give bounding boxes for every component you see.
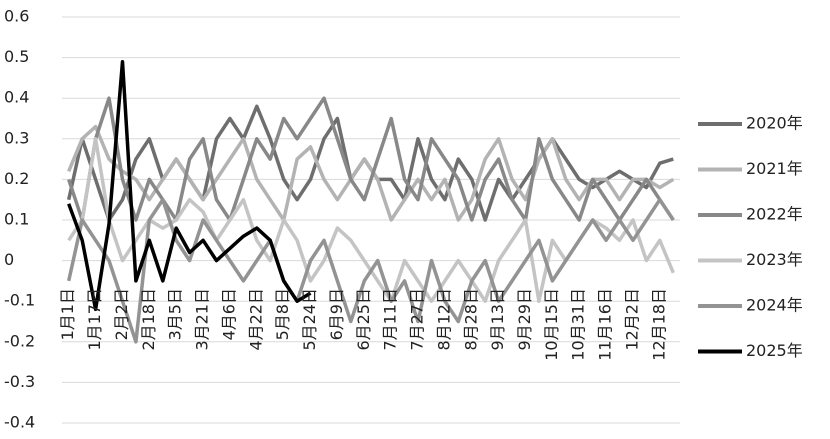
y-tick-label: -0.1 [4,291,35,310]
legend-label: 2024年 [746,296,803,315]
legend-label: 2022年 [746,205,803,224]
x-tick-label: 2月2日 [112,288,131,340]
x-tick-label: 11月16日 [596,288,615,361]
legend-label: 2023年 [746,250,803,269]
x-tick-label: 10月15日 [542,288,561,361]
y-tick-label: 0.1 [4,210,29,229]
y-tick-label: 0.5 [4,47,29,66]
x-tick-label: 9月29日 [515,288,534,351]
x-tick-label: 5月8日 [273,288,292,340]
legend-label: 2020年 [746,114,803,133]
x-tick-label: 9月13日 [488,288,507,351]
y-tick-label: -0.2 [4,331,35,350]
legend: 2020年 2021年 2022年 2023年 2024年 2025年 [698,114,803,360]
x-tick-label: 3月5日 [166,288,185,340]
x-tick-label: 6月25日 [354,288,373,351]
x-tick-label: 12月2日 [622,288,641,351]
x-tick-label: 5月24日 [300,288,319,351]
y-tick-label: -0.4 [4,413,35,432]
series-line [67,59,312,312]
series-line [67,124,675,222]
y-tick-label: 0.6 [4,7,29,26]
x-tick-label: 4月22日 [246,288,265,351]
series-line [66,197,675,344]
y-tick-label: -0.3 [4,372,35,391]
x-tick-label: 10月31日 [569,288,588,361]
series-line [67,96,675,222]
x-tick-label: 8月12日 [434,288,453,351]
x-tick-label: 6月9日 [327,288,346,340]
x-tick-label: 7月27日 [408,288,427,351]
x-tick-label: 3月21日 [193,288,212,351]
x-tick-label: 1月1日 [58,288,77,340]
x-tick-label: 8月28日 [461,288,480,351]
x-tick-label: 4月6日 [219,288,238,340]
y-tick-label: 0.3 [4,128,29,147]
legend-label: 2021年 [746,159,803,178]
y-tick-label: 0.2 [4,169,29,188]
y-tick-label: 0 [4,250,14,269]
y-tick-label: 0.4 [4,88,29,107]
x-tick-label: 7月11日 [381,288,400,351]
legend-label: 2025年 [746,341,803,360]
x-tick-label: 2月18日 [139,288,158,351]
x-tick-label: 12月18日 [649,288,668,361]
x-tick-label: 1月17日 [85,288,104,351]
